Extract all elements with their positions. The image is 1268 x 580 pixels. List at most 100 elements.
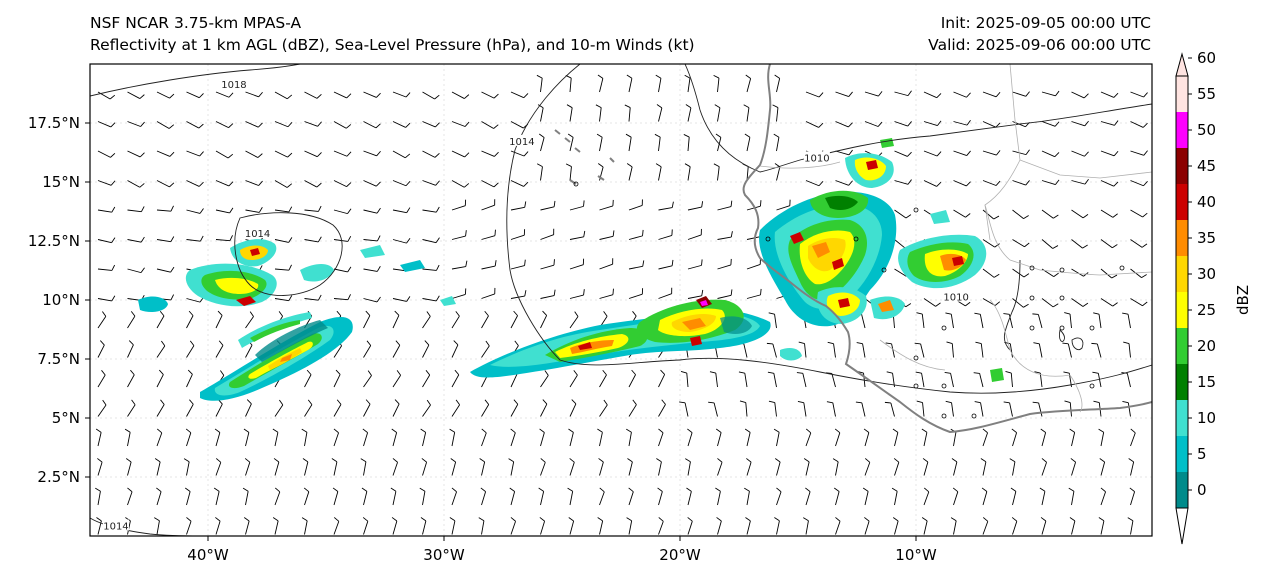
wind-barb — [894, 150, 912, 157]
wind-barb — [923, 298, 941, 307]
wind-barb — [743, 104, 750, 122]
wind-barb — [626, 163, 633, 181]
wind-barb — [304, 369, 312, 388]
wind-barb — [1071, 209, 1089, 219]
wind-barb — [856, 342, 866, 358]
wind-barb — [390, 487, 397, 506]
wind-barb — [1012, 91, 1030, 97]
wind-barb — [1041, 150, 1060, 158]
wind-barb — [981, 487, 988, 506]
wind-barb — [97, 458, 103, 476]
wind-barb — [538, 487, 545, 506]
wind-barb — [304, 91, 322, 99]
wind-barb — [97, 180, 116, 186]
wind-barb — [738, 371, 748, 388]
wind-barb — [420, 428, 427, 447]
wind-barb — [654, 133, 661, 152]
wind-barb — [1130, 121, 1148, 128]
calm-wind-circles — [573, 181, 1125, 419]
wind-barb — [1070, 458, 1077, 476]
wind-barb — [1093, 312, 1102, 329]
colorbar-tick-label: 5 — [1197, 445, 1207, 463]
isobar-label-bg — [943, 290, 970, 302]
wind-barb — [156, 180, 175, 188]
wind-barb — [481, 260, 497, 270]
wind-barb — [422, 206, 440, 213]
wind-barb — [481, 340, 490, 358]
wind-barb — [658, 517, 664, 535]
wind-barb — [1100, 91, 1119, 98]
wind-barb — [97, 121, 116, 128]
wind-barb — [509, 487, 516, 506]
wind-barb — [599, 258, 614, 270]
wind-barb — [916, 312, 925, 329]
wind-barb — [272, 517, 279, 535]
lat-tick-label: 12.5°N — [28, 232, 80, 250]
wind-barb — [1069, 428, 1076, 447]
wind-barb — [833, 487, 840, 506]
wind-barb — [451, 369, 460, 388]
wind-barb — [97, 150, 116, 158]
wind-barb — [186, 340, 195, 358]
colorbar-tick-label: 0 — [1197, 481, 1207, 499]
wind-barb — [215, 340, 224, 358]
wind-barb — [333, 180, 352, 188]
wind-barb — [1041, 239, 1059, 249]
wind-barb — [980, 458, 987, 476]
wind-barb — [1040, 517, 1047, 535]
wind-barb — [333, 294, 351, 301]
wind-barb — [774, 517, 780, 535]
wind-barb — [1041, 458, 1047, 476]
wind-barb — [776, 487, 782, 506]
isobar-label-bg — [220, 78, 247, 90]
wind-barb — [156, 369, 164, 388]
wind-barb — [1069, 517, 1076, 535]
wind-barb — [893, 458, 900, 476]
wind-barb — [333, 121, 352, 129]
wind-barb — [333, 399, 342, 417]
init-time: Init: 2025-09-05 00:00 UTC — [940, 14, 1151, 32]
colorbar-tick-label: 55 — [1197, 85, 1216, 103]
lat-tick-label: 5°N — [52, 409, 80, 427]
wind-barb — [717, 200, 733, 211]
wind-barb — [835, 517, 841, 535]
colorbar-segment — [1176, 292, 1188, 328]
wind-barb — [215, 458, 222, 476]
wind-barb — [304, 236, 322, 243]
wind-barb — [569, 289, 585, 299]
wind-barb — [1012, 268, 1030, 278]
wind-barb — [97, 237, 116, 244]
wind-barb — [392, 296, 411, 302]
wind-barb — [855, 401, 866, 417]
isobar-label: 1014 — [103, 522, 128, 533]
wind-barb — [922, 458, 929, 476]
wind-barb — [510, 290, 527, 299]
wind-barb — [1100, 120, 1119, 126]
wind-barb — [1071, 178, 1089, 185]
wind-barb — [97, 295, 116, 302]
wind-barb — [684, 74, 691, 93]
wind-barb — [892, 428, 899, 447]
wind-barb — [243, 428, 250, 447]
wind-barb — [974, 401, 984, 417]
wind-barb — [274, 237, 293, 243]
wind-barb — [658, 201, 674, 211]
coastline — [554, 64, 1152, 434]
wind-barb — [422, 237, 440, 244]
wind-barb — [510, 180, 529, 187]
wind-barb — [894, 209, 912, 219]
wind-barb — [1071, 120, 1089, 127]
wind-barb — [422, 295, 440, 302]
colorbar-tick-label: 15 — [1197, 373, 1216, 391]
wind-barb — [717, 458, 723, 476]
wind-barb — [1071, 239, 1088, 249]
wind-barb — [362, 428, 369, 447]
wind-barb — [481, 150, 499, 157]
wind-barb — [392, 310, 400, 329]
isobar-label: 1010 — [804, 153, 829, 164]
wind-barb — [862, 487, 869, 506]
wind-barb — [1011, 517, 1018, 535]
wind-barb — [628, 399, 637, 417]
wind-barb — [540, 370, 549, 388]
wind-barb — [1100, 487, 1106, 506]
